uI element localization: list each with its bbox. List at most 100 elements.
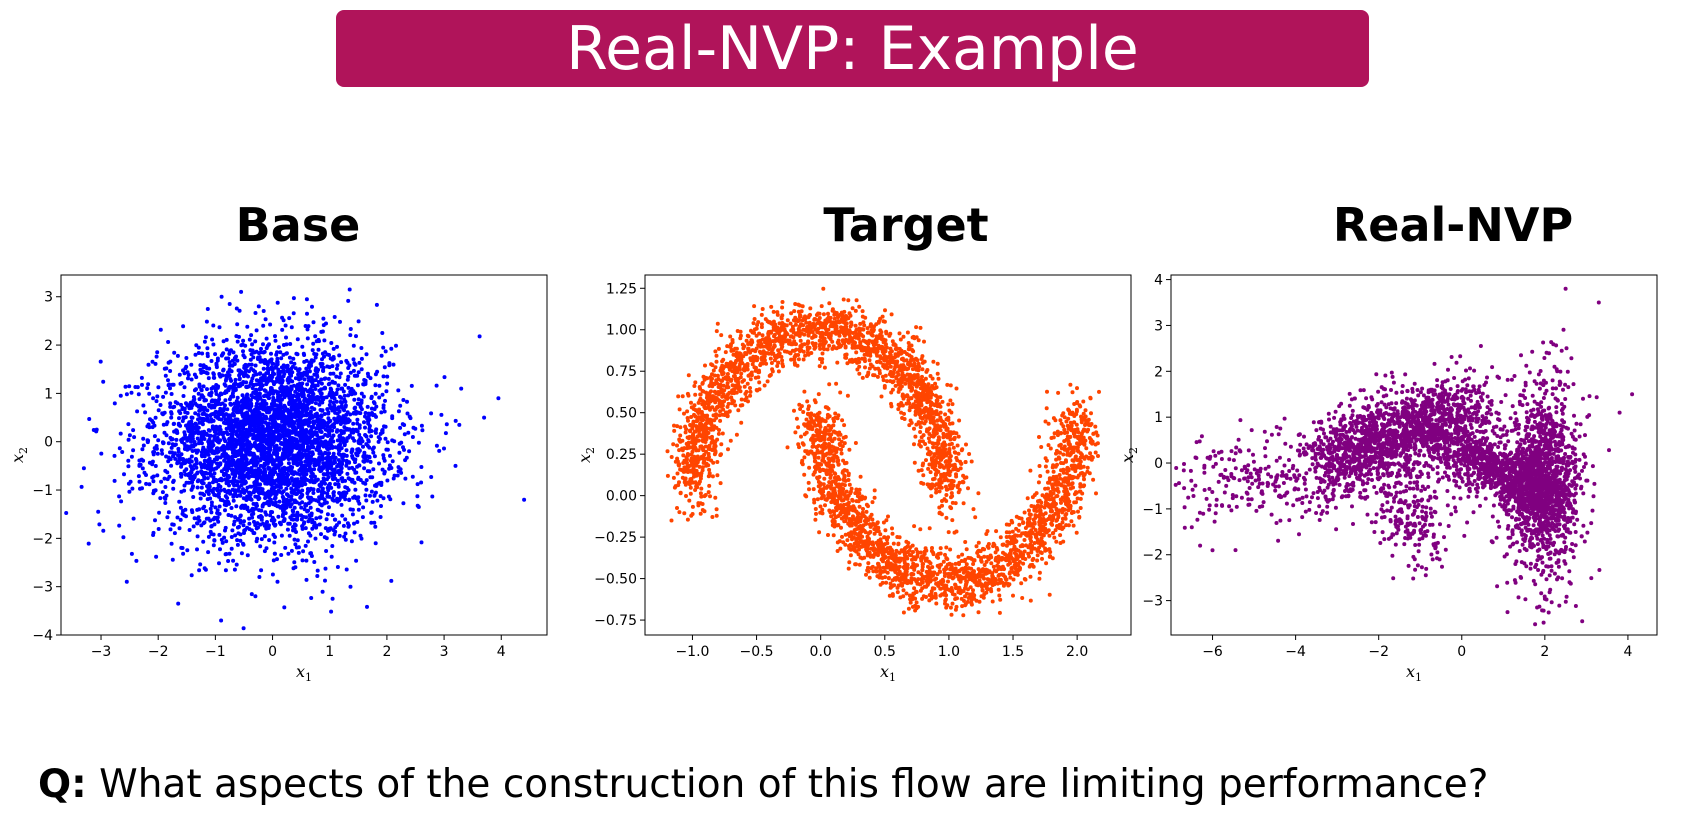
data-point	[188, 473, 193, 478]
data-point	[398, 467, 403, 472]
data-point	[254, 480, 259, 485]
data-point	[298, 457, 303, 462]
data-point	[331, 380, 336, 385]
data-point	[282, 414, 287, 419]
data-point	[169, 463, 174, 468]
data-point	[285, 378, 290, 383]
data-point	[379, 410, 384, 415]
data-point	[165, 515, 170, 520]
data-point	[365, 404, 370, 409]
data-point	[218, 406, 223, 411]
data-point	[352, 480, 357, 485]
data-point	[294, 384, 299, 389]
data-point	[247, 426, 252, 431]
data-point	[249, 362, 254, 367]
data-point	[227, 420, 232, 425]
data-point	[337, 409, 342, 413]
data-point	[287, 450, 292, 455]
data-point	[860, 375, 865, 380]
data-point	[241, 338, 246, 343]
data-point	[292, 505, 297, 510]
data-point	[227, 475, 232, 479]
data-point	[926, 466, 931, 471]
data-point	[190, 485, 195, 490]
data-point	[385, 381, 390, 386]
data-point	[243, 473, 247, 478]
data-point	[233, 437, 238, 442]
data-point	[199, 478, 204, 483]
data-point	[215, 402, 220, 407]
data-point	[235, 538, 240, 543]
data-point	[346, 385, 351, 390]
data-point	[831, 533, 836, 538]
data-point	[357, 448, 362, 453]
x-tick-label: 1	[325, 644, 334, 660]
data-point	[304, 577, 309, 582]
data-point	[334, 399, 339, 404]
data-point	[211, 418, 216, 423]
data-point	[308, 533, 313, 538]
data-point	[335, 363, 340, 368]
data-point	[232, 443, 237, 447]
data-point	[223, 398, 228, 403]
data-point	[267, 342, 271, 347]
data-point	[332, 422, 337, 426]
data-point	[248, 496, 253, 501]
data-point	[94, 427, 99, 432]
data-point	[175, 431, 180, 435]
data-point	[1078, 506, 1083, 510]
data-point	[241, 541, 245, 546]
data-point	[260, 412, 265, 417]
data-point	[305, 382, 310, 387]
data-point	[221, 339, 226, 344]
data-point	[351, 457, 356, 462]
data-point	[300, 426, 305, 431]
data-point	[357, 360, 362, 365]
data-point	[212, 375, 217, 380]
data-point	[186, 372, 191, 377]
data-point	[296, 368, 301, 373]
data-point	[287, 533, 292, 538]
data-point	[221, 367, 226, 372]
data-point	[195, 534, 200, 539]
data-point	[147, 482, 152, 487]
y-tick-label: 1	[44, 386, 53, 402]
data-point	[231, 522, 236, 527]
data-point	[369, 510, 374, 515]
data-point	[223, 508, 227, 513]
data-point	[238, 474, 243, 479]
data-point	[253, 523, 258, 527]
data-point	[124, 579, 129, 584]
data-point	[388, 453, 392, 458]
data-point	[259, 537, 264, 542]
data-point	[323, 566, 328, 571]
data-point	[838, 390, 843, 395]
data-point	[680, 394, 685, 399]
data-point	[189, 573, 194, 578]
data-point	[334, 429, 339, 434]
data-point	[275, 300, 280, 305]
data-point	[261, 366, 266, 371]
data-point	[232, 388, 237, 393]
data-point	[329, 341, 334, 345]
data-point	[362, 378, 367, 382]
data-point	[246, 414, 251, 419]
data-point	[302, 377, 307, 382]
data-point	[459, 386, 464, 391]
data-point	[202, 504, 207, 509]
data-point	[193, 457, 198, 462]
data-point	[317, 522, 322, 527]
data-point	[291, 509, 296, 514]
data-point	[198, 562, 203, 567]
data-point	[352, 438, 357, 443]
data-point	[374, 427, 379, 432]
data-point	[282, 605, 287, 610]
data-point	[922, 339, 926, 344]
data-point	[966, 486, 970, 491]
data-point	[340, 461, 345, 466]
data-point	[323, 578, 327, 583]
data-point	[247, 521, 252, 526]
data-point	[199, 437, 204, 442]
data-point	[181, 324, 186, 329]
data-point	[253, 486, 258, 491]
